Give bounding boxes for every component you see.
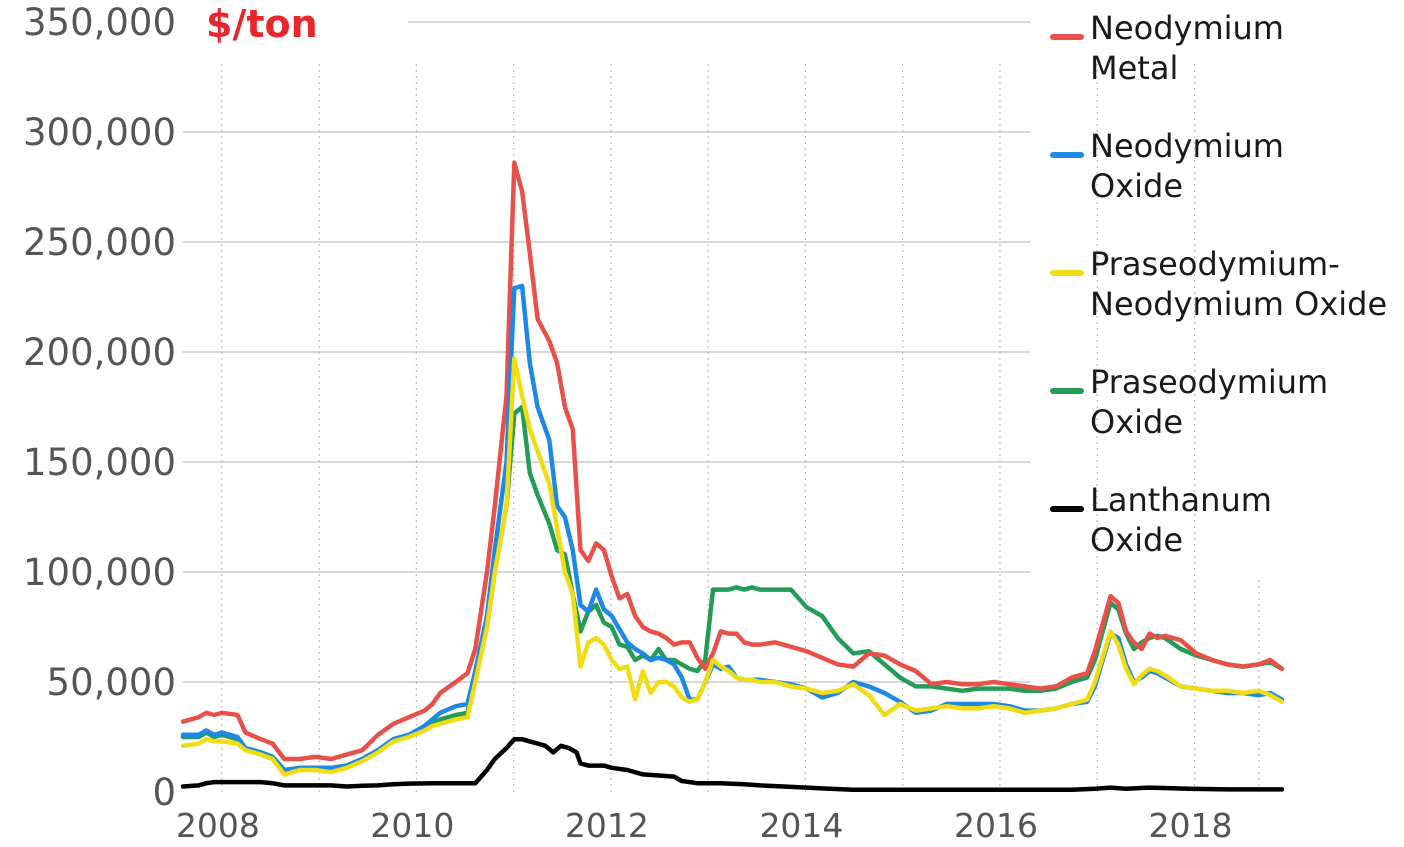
legend-item-praseodymium-oxide: Praseodymium Oxide: [1048, 362, 1404, 442]
series-line-neodymium-metal: [180, 160, 1285, 762]
legend-label: Praseodymium- Neodymium Oxide: [1090, 245, 1388, 323]
legend-swatch: [1050, 152, 1084, 158]
legend-item-lanthanum-oxide: Lanthanum Oxide: [1048, 480, 1404, 560]
y-tick-label: 100,000: [23, 551, 176, 594]
legend-label: Praseodymium Oxide: [1090, 363, 1329, 441]
legend-label: Neodymium Oxide: [1090, 127, 1284, 205]
legend-swatch: [1050, 34, 1084, 40]
y-tick-label: 300,000: [23, 111, 176, 154]
y-tick-label: 150,000: [23, 441, 176, 484]
legend-swatch: [1050, 506, 1084, 512]
legend-label: Lanthanum Oxide: [1090, 481, 1272, 559]
legend: Neodymium Metal Neodymium Oxide Praseody…: [1048, 8, 1404, 598]
legend-item-neodymium-metal: Neodymium Metal: [1048, 8, 1404, 88]
series-lines: [180, 160, 1285, 793]
series-line-lanthanum-oxide: [180, 736, 1285, 793]
x-tick-label: 2008: [176, 806, 260, 845]
series-line-praseodymium-neodymium-oxide: [180, 356, 1285, 777]
y-tick-label: 50,000: [47, 661, 176, 704]
legend-swatch: [1050, 388, 1084, 394]
legend-item-neodymium-oxide: Neodymium Oxide: [1048, 126, 1404, 206]
y-tick-label: 350,000: [23, 1, 176, 44]
y-tick-label: 250,000: [23, 221, 176, 264]
x-tick-label: 2012: [565, 806, 649, 845]
x-tick-label: 2016: [954, 806, 1038, 845]
y-tick-label: 200,000: [23, 331, 176, 374]
unit-label: $/ton: [206, 2, 318, 46]
x-tick-label: 2014: [759, 806, 843, 845]
x-tick-label: 2018: [1148, 806, 1232, 845]
chart-grid: [183, 21, 1260, 792]
y-axis-ticks: 0 50,000 100,000 150,000 200,000 250,000 300,0…: [23, 1, 176, 814]
x-tick-label: 2010: [370, 806, 454, 845]
legend-item-praseodymium-neodymium-oxide: Praseodymium- Neodymium Oxide: [1048, 244, 1404, 324]
legend-label: Neodymium Metal: [1090, 9, 1284, 87]
y-tick-label: 0: [152, 771, 176, 814]
x-axis-ticks: 2008 2010 2012 2014 2016 2018: [176, 806, 1233, 845]
legend-swatch: [1050, 270, 1084, 276]
